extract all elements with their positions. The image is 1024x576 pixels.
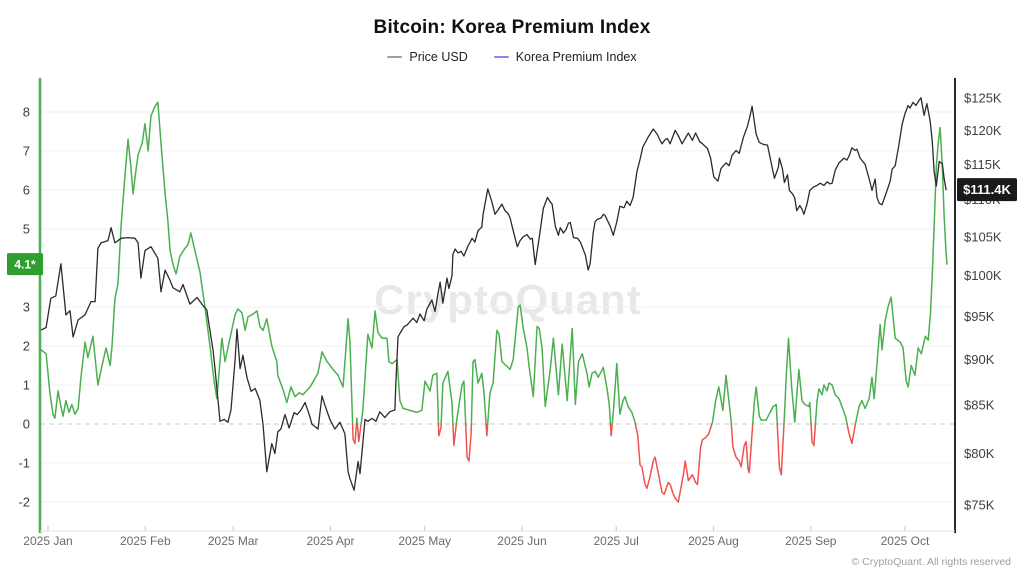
legend-label-price-usd: Price USD <box>409 50 468 64</box>
svg-text:$95K: $95K <box>964 309 995 324</box>
chart-legend: Price USD Korea Premium Index <box>0 50 1024 64</box>
svg-text:2025 Jan: 2025 Jan <box>23 534 72 548</box>
svg-text:8: 8 <box>23 105 30 120</box>
price-usd-line <box>40 97 947 491</box>
svg-text:$80K: $80K <box>964 446 995 461</box>
svg-text:2025 Jul: 2025 Jul <box>593 534 638 548</box>
svg-text:2: 2 <box>23 339 30 354</box>
svg-text:2025 Apr: 2025 Apr <box>306 534 354 548</box>
svg-text:$105K: $105K <box>964 229 1002 244</box>
svg-text:$111.4K: $111.4K <box>963 182 1011 197</box>
price-usd-swatch-icon <box>387 55 403 59</box>
svg-text:$120K: $120K <box>964 123 1002 138</box>
svg-text:2025 Feb: 2025 Feb <box>120 534 171 548</box>
korea-premium-line <box>40 101 948 503</box>
chart-title: Bitcoin: Korea Premium Index <box>373 17 651 38</box>
svg-text:-2: -2 <box>18 495 30 510</box>
legend-label-korea-premium: Korea Premium Index <box>515 50 637 64</box>
svg-text:1: 1 <box>23 378 30 393</box>
korea-premium-swatch-icon <box>493 55 509 59</box>
legend-item-price-usd[interactable]: Price USD <box>387 50 468 64</box>
svg-text:3: 3 <box>23 300 30 315</box>
svg-text:$90K: $90K <box>964 352 995 367</box>
svg-text:2025 May: 2025 May <box>398 534 451 548</box>
svg-text:2025 Oct: 2025 Oct <box>881 534 930 548</box>
price-current-badge: $111.4K <box>957 178 1017 202</box>
legend-item-korea-premium[interactable]: Korea Premium Index <box>493 50 637 64</box>
svg-text:2025 Mar: 2025 Mar <box>208 534 259 548</box>
svg-text:$85K: $85K <box>964 398 995 413</box>
x-axis-labels: 2025 Jan 2025 Feb 2025 Mar 2025 Apr 2025 May… <box>23 526 930 548</box>
svg-text:$75K: $75K <box>964 497 995 512</box>
svg-text:0: 0 <box>23 417 30 432</box>
svg-text:$100K: $100K <box>964 268 1002 283</box>
svg-text:$115K: $115K <box>964 157 1001 172</box>
svg-text:2025 Aug: 2025 Aug <box>688 534 739 548</box>
svg-text:-1: -1 <box>18 456 30 471</box>
svg-text:7: 7 <box>23 144 30 159</box>
svg-text:2025 Sep: 2025 Sep <box>785 534 837 548</box>
svg-text:6: 6 <box>23 183 30 198</box>
right-axis-labels: $125K$120K$115K$110K$105K$100K$95K$90K$8… <box>964 90 1002 512</box>
premium-current-badge: 4.1* <box>7 253 43 276</box>
svg-text:5: 5 <box>23 222 30 237</box>
copyright-text: © CryptoQuant. All rights reserved <box>851 556 1011 568</box>
left-axis-labels: 876543210-1-2 <box>18 105 30 510</box>
svg-text:4.1*: 4.1* <box>14 258 36 272</box>
svg-text:$125K: $125K <box>964 90 1002 105</box>
gridlines <box>40 111 955 503</box>
svg-text:2025 Jun: 2025 Jun <box>497 534 546 548</box>
cryptoquant-watermark: CryptoQuant <box>374 276 642 323</box>
